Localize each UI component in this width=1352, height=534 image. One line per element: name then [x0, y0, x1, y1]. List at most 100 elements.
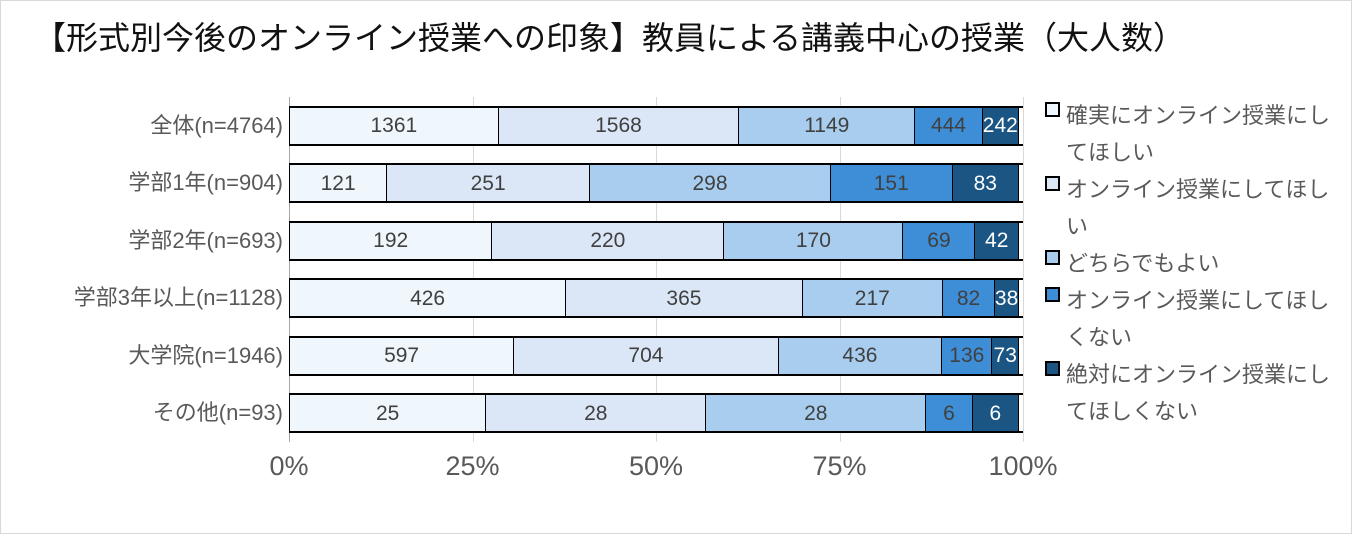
legend-item[interactable]: どちらでもよい: [1045, 245, 1338, 282]
bar-segment: 365: [565, 280, 803, 317]
bar-segment: 426: [289, 280, 567, 317]
y-axis-label: その他(n=93): [152, 400, 283, 426]
chart-title: 【形式別今後のオンライン授業への印象】教員による講義中心の授業（大人数）: [34, 20, 1186, 56]
bar-value-label: 1361: [370, 114, 418, 138]
x-axis-tick-label: 50%: [628, 451, 684, 481]
bar-value-label: 151: [873, 171, 909, 195]
bar-value-label: 25: [375, 401, 400, 425]
stacked-bar: 121 251 298 151 83: [289, 163, 1023, 204]
legend-swatch-icon: [1045, 102, 1060, 117]
bar-segment: 298: [589, 165, 831, 202]
bar-segment: 217: [801, 280, 943, 317]
bar-segment: 73: [991, 337, 1019, 374]
bar-segment: 6: [971, 395, 1019, 432]
gridline-100%: [1023, 97, 1024, 442]
bar-segment: 82: [941, 280, 996, 317]
bar-value-label: 704: [628, 344, 664, 368]
bar-row: 426 365 217 82 38: [289, 278, 1023, 319]
bar-value-label: 298: [692, 171, 728, 195]
bar-segment: 220: [491, 222, 725, 259]
legend-label: オンライン授業にしてほしくない: [1066, 288, 1330, 350]
bar-value-label: 73: [993, 344, 1017, 368]
bar-segment: 151: [829, 165, 953, 202]
bar-value-label: 170: [795, 229, 831, 253]
bar-row: 597 704 436 136 73: [289, 335, 1023, 376]
bar-segment: 170: [723, 222, 904, 259]
bar-row: 1361 1568 1149 444 242: [289, 105, 1023, 146]
legend-label: オンライン授業にしてほしい: [1066, 177, 1330, 239]
bar-segment: 1568: [497, 107, 740, 144]
legend-item[interactable]: オンライン授業にしてほしくない: [1045, 282, 1338, 356]
bar-value-label: 217: [854, 286, 890, 310]
bar-segment: 1149: [738, 107, 916, 144]
legend-swatch-icon: [1045, 287, 1060, 302]
bar-value-label: 192: [373, 229, 409, 253]
bar-value-label: 1568: [595, 114, 642, 138]
legend-item[interactable]: オンライン授業にしてほしい: [1045, 171, 1338, 245]
gridline-75%: [839, 97, 841, 442]
x-axis-tick-label: 25%: [445, 451, 500, 481]
bar-row: 121 251 298 151 83: [289, 163, 1023, 204]
legend-swatch-icon: [1045, 361, 1060, 376]
bar-segment: 25: [289, 395, 487, 432]
bar-value-label: 28: [804, 401, 828, 425]
bar-value-label: 121: [320, 171, 356, 195]
plot-area: 1361 1568 1149 444 242 121 251 298 151 83 192 220 17…: [289, 97, 1024, 442]
bar-value-label: 436: [842, 344, 878, 368]
bar-segment: 251: [386, 165, 591, 202]
y-axis-label: 学部2年(n=693): [128, 227, 283, 253]
bar-segment: 121: [289, 165, 388, 202]
bar-value-label: 38: [994, 286, 1019, 310]
bar-segment: 136: [941, 337, 993, 374]
bar-row: 25 28 28 6 6: [289, 393, 1023, 434]
bar-value-label: 597: [384, 344, 420, 368]
bar-segment: 42: [974, 222, 1019, 259]
chart-legend: 確実にオンライン授業にしてほしい オンライン授業にしてほしいどちらでもよいオンライ…: [1045, 97, 1345, 457]
legend-label: 絶対にオンライン授業にしてほしくない: [1066, 362, 1331, 424]
y-axis-label: 全体(n=4764): [150, 112, 283, 138]
y-axis-label: 学部1年(n=904): [128, 170, 283, 196]
bar-segment: 444: [914, 107, 983, 144]
legend-item[interactable]: 確実にオンライン授業にしてほしい: [1045, 97, 1338, 171]
bar-segment: 192: [289, 222, 493, 259]
gridline-50%: [656, 97, 657, 442]
bar-value-label: 220: [590, 229, 626, 253]
bar-value-label: 242: [982, 114, 1018, 138]
legend-swatch-icon: [1045, 250, 1060, 265]
bar-value-label: 251: [470, 171, 506, 195]
x-axis-tick-label: 75%: [812, 451, 867, 481]
x-axis-tick-label: 0%: [269, 451, 309, 481]
bar-value-label: 444: [930, 114, 966, 138]
legend-item[interactable]: 絶対にオンライン授業にしてほしくない: [1045, 356, 1338, 430]
bar-value-label: 6: [989, 401, 1002, 425]
bar-segment: 1361: [289, 107, 499, 144]
stacked-bar: 597 704 436 136 73: [289, 335, 1023, 376]
y-axis-label: 学部3年以上(n=1128): [73, 285, 283, 311]
bar-value-label: 28: [584, 401, 608, 425]
bar-value-label: 6: [943, 401, 955, 425]
bar-value-label: 1149: [804, 114, 850, 138]
legend-label: どちらでもよい: [1066, 251, 1220, 276]
legend-label: 確実にオンライン授業にしてほしい: [1066, 103, 1331, 165]
bar-value-label: 82: [956, 286, 981, 310]
x-axis-tick-label: 100%: [988, 451, 1058, 481]
bar-segment: 28: [705, 395, 927, 432]
gridline-25%: [472, 97, 474, 442]
bar-segment: 597: [289, 337, 515, 374]
bar-segment: 83: [951, 165, 1019, 202]
bar-value-label: 83: [973, 171, 997, 195]
bar-value-label: 69: [927, 229, 951, 253]
bar-value-label: 365: [666, 286, 702, 310]
stacked-bar: 25 28 28 6 6: [289, 393, 1023, 434]
bar-segment: 69: [902, 222, 976, 259]
stacked-bar: 426 365 217 82 38: [289, 278, 1023, 319]
legend-swatch-icon: [1045, 176, 1060, 191]
bar-value-label: 426: [410, 286, 446, 310]
bar-segment: 28: [485, 395, 707, 432]
bar-value-label: 136: [949, 344, 985, 368]
gridline-0%: [289, 97, 290, 442]
bar-segment: 38: [994, 280, 1019, 317]
y-axis-label: 大学院(n=1946): [128, 342, 283, 368]
stacked-bar: 192 220 170 69 42: [289, 220, 1023, 261]
